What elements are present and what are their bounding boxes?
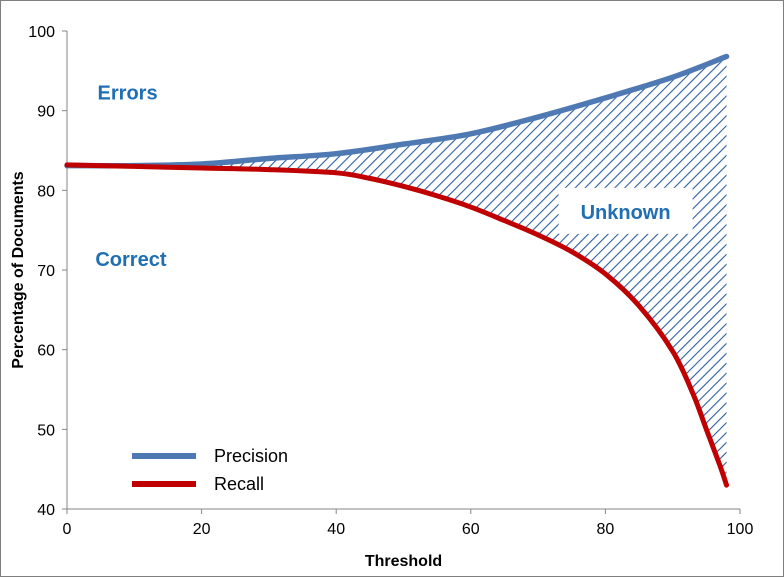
annotation-box-unknown	[558, 187, 693, 234]
x-tick-label: 60	[462, 521, 480, 538]
x-tick-label: 80	[597, 521, 615, 538]
series-line-precision	[64, 53, 730, 169]
series-line-recall	[64, 162, 730, 488]
legend-label-precision: Precision	[214, 446, 288, 466]
x-axis-title: Threshold	[365, 553, 442, 570]
annotation-errors: Errors	[98, 82, 158, 104]
x-tick-label: 100	[727, 521, 754, 538]
annotation-correct: Correct	[95, 249, 166, 271]
y-tick-label: 40	[37, 502, 55, 519]
annotation-unknown: Unknown	[581, 202, 671, 224]
y-axis-title: Percentage of Documents	[10, 171, 27, 368]
x-tick-labels: 0 20 40 60 80 100	[63, 509, 754, 538]
y-tick-label: 90	[37, 104, 55, 121]
y-tick-label: 60	[37, 343, 55, 360]
y-tick-labels: 40 50 60 70 80 90 100	[28, 24, 67, 519]
x-tick-label: 40	[327, 521, 345, 538]
legend-label-recall: Recall	[214, 474, 264, 494]
series-layer	[64, 53, 730, 488]
annotations: Errors Correct Unknown	[95, 82, 693, 271]
y-tick-label: 100	[28, 24, 55, 41]
y-tick-label: 70	[37, 263, 55, 280]
y-tick-label: 50	[37, 422, 55, 439]
x-tick-label: 0	[63, 521, 72, 538]
y-tick-label: 80	[37, 183, 55, 200]
x-tick-label: 20	[193, 521, 211, 538]
legend: Precision Recall	[132, 446, 288, 494]
